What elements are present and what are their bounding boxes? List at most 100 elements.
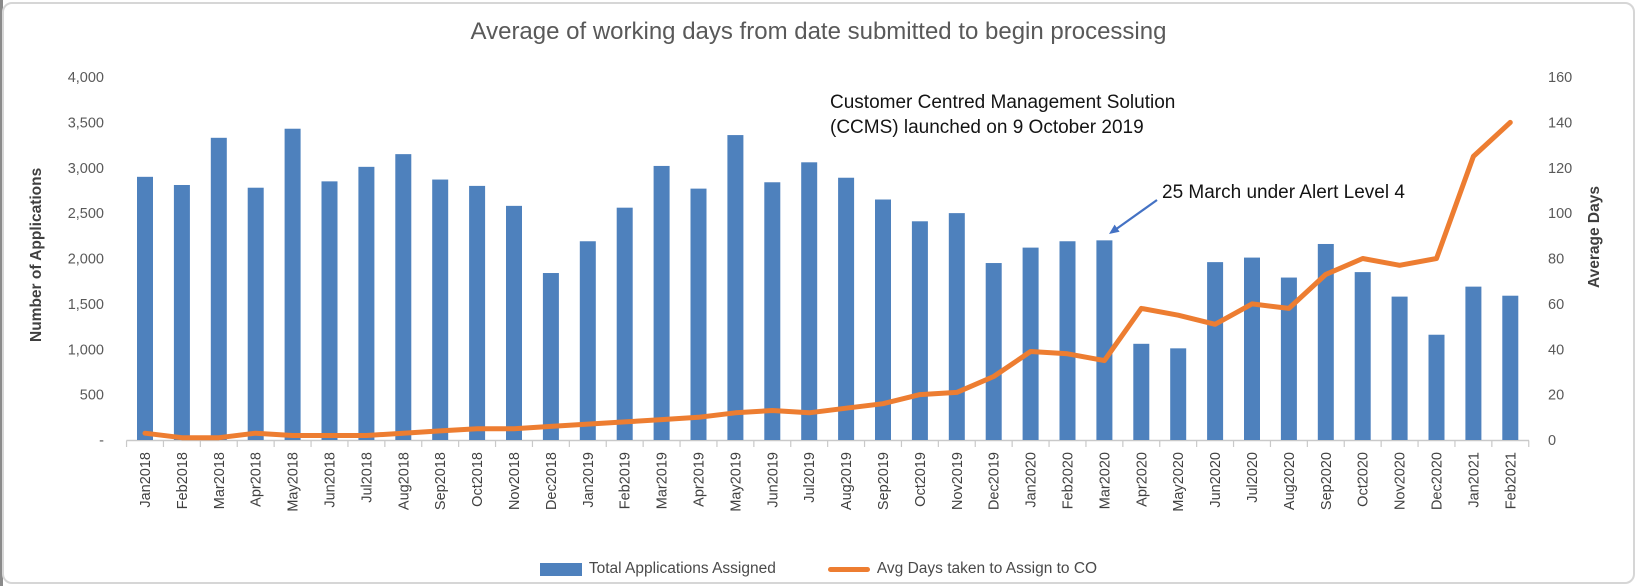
- category-label: Nov2019: [950, 452, 966, 510]
- bar-Nov2020: [1391, 296, 1408, 440]
- left-axis-tick-labels: 4,000 3,500 3,000 2,500 2,000 1,500 1,000 500 -: [68, 70, 104, 449]
- right-axis-tick-label: 100: [1548, 206, 1572, 222]
- right-axis-tick-labels: 160 140 120 100 80 60 40 20 0: [1548, 70, 1572, 449]
- chart-title: Average of working days from date submit…: [470, 18, 1167, 45]
- right-axis-tick-label: 140: [1548, 115, 1572, 131]
- annotation-arrow-icon: [1109, 199, 1158, 234]
- left-axis-tick-label: 1,000: [68, 342, 104, 358]
- bar-Mar2018: [210, 137, 227, 441]
- category-label: Feb2021: [1503, 452, 1519, 509]
- category-label: May2018: [286, 452, 302, 512]
- bar-Jan2020: [1022, 247, 1039, 440]
- bar-Jul2020: [1244, 257, 1260, 440]
- category-label: Sep2018: [433, 452, 449, 510]
- annotation-alert-level: 25 March under Alert Level 4: [1162, 182, 1405, 203]
- bar-Jan2021: [1465, 286, 1482, 440]
- bar-Aug2018: [395, 154, 412, 440]
- category-label: Jul2020: [1245, 452, 1261, 503]
- bar-Aug2020: [1280, 277, 1297, 440]
- page-left-edge: [0, 0, 3, 586]
- category-label: Feb2019: [618, 452, 634, 509]
- bar-Jun2019: [764, 182, 781, 440]
- annotation-ccms-line1: Customer Centred Management Solution: [830, 92, 1176, 113]
- category-label: Jun2020: [1208, 452, 1224, 508]
- bar-Jul2019: [801, 162, 818, 440]
- category-label: Jul2018: [359, 452, 375, 503]
- category-label: Sep2019: [876, 452, 892, 510]
- bar-Apr2020: [1133, 343, 1150, 440]
- category-label: Dec2019: [987, 452, 1003, 510]
- legend-line-label: Avg Days taken to Assign to CO: [876, 560, 1098, 577]
- line-series-swatch-icon: [827, 566, 870, 572]
- bar-Jan2018: [137, 176, 153, 440]
- category-label: Dec2020: [1430, 452, 1446, 510]
- bar-Mar2020: [1096, 240, 1113, 440]
- avg-days-line: [142, 119, 1513, 441]
- category-label: Nov2020: [1393, 452, 1409, 510]
- bar-Jul2018: [358, 166, 375, 440]
- bar-Apr2019: [690, 188, 707, 440]
- bar-Dec2018: [542, 273, 559, 440]
- bar-Nov2019: [948, 213, 965, 440]
- category-label: Jun2018: [323, 452, 339, 508]
- bar-Feb2018: [173, 184, 190, 440]
- bar-series: [137, 128, 1519, 441]
- category-label: Aug2019: [839, 452, 855, 510]
- bar-Oct2019: [911, 221, 928, 440]
- bar-Jun2020: [1207, 262, 1224, 440]
- bar-Aug2019: [838, 177, 855, 441]
- category-label: Apr2019: [692, 452, 708, 507]
- bar-Oct2020: [1354, 272, 1371, 440]
- bar-Sep2020: [1317, 243, 1334, 440]
- left-axis-tick-label: 3,500: [68, 115, 104, 131]
- left-axis-tick-label: 1,500: [68, 297, 104, 313]
- category-label: May2020: [1171, 452, 1187, 512]
- category-label: Jul2019: [802, 452, 818, 503]
- annotation-ccms: Customer Centred Management Solution (CC…: [830, 90, 1175, 140]
- category-label: Mar2019: [655, 452, 671, 509]
- bar-Mar2019: [653, 165, 670, 440]
- bar-Feb2019: [616, 207, 633, 440]
- legend: Total Applications Assigned Avg Days tak…: [0, 560, 1637, 578]
- x-axis: [125, 439, 1530, 447]
- category-label: Oct2019: [913, 452, 929, 507]
- bar-Nov2018: [506, 205, 522, 440]
- category-label: Jan2020: [1024, 452, 1040, 508]
- category-label: Sep2020: [1319, 452, 1335, 510]
- bar-May2019: [727, 135, 744, 440]
- bar-Feb2020: [1059, 241, 1076, 440]
- bar-Jun2018: [321, 181, 338, 441]
- bar-Oct2018: [469, 185, 486, 440]
- category-label: Mar2018: [212, 452, 228, 509]
- right-axis-tick-label: 40: [1548, 342, 1564, 358]
- category-label: Aug2018: [396, 452, 412, 510]
- bar-Dec2020: [1428, 334, 1445, 440]
- category-label: Jan2021: [1466, 452, 1482, 508]
- bar-Apr2018: [247, 187, 264, 440]
- right-axis-tick-label: 120: [1548, 161, 1572, 177]
- category-label: Oct2018: [470, 452, 486, 507]
- category-label: May2019: [728, 452, 744, 512]
- annotation-ccms-line2: (CCMS) launched on 9 October 2019: [830, 117, 1144, 138]
- bar-Jan2019: [579, 241, 596, 440]
- category-label: Feb2018: [175, 452, 191, 509]
- left-axis-tick-label: 500: [80, 388, 104, 404]
- category-label: Mar2020: [1097, 452, 1113, 509]
- bar-May2020: [1170, 348, 1187, 440]
- bar-series-swatch-icon: [539, 562, 582, 576]
- category-label: Nov2018: [507, 452, 523, 510]
- legend-item-line: Avg Days taken to Assign to CO: [827, 560, 1098, 578]
- left-axis-tick-label: 2,000: [68, 252, 104, 268]
- line-series: [142, 119, 1513, 441]
- category-label: Dec2018: [544, 452, 560, 510]
- category-label: Oct2020: [1356, 452, 1372, 507]
- category-label: Jun2019: [765, 452, 781, 508]
- category-label: Jan2019: [581, 452, 597, 508]
- right-axis-tick-label: 20: [1548, 388, 1564, 404]
- category-label: Feb2020: [1061, 452, 1077, 509]
- category-label: Apr2020: [1134, 452, 1150, 507]
- bar-Sep2019: [875, 199, 891, 440]
- left-axis-tick-label: 3,000: [68, 161, 104, 177]
